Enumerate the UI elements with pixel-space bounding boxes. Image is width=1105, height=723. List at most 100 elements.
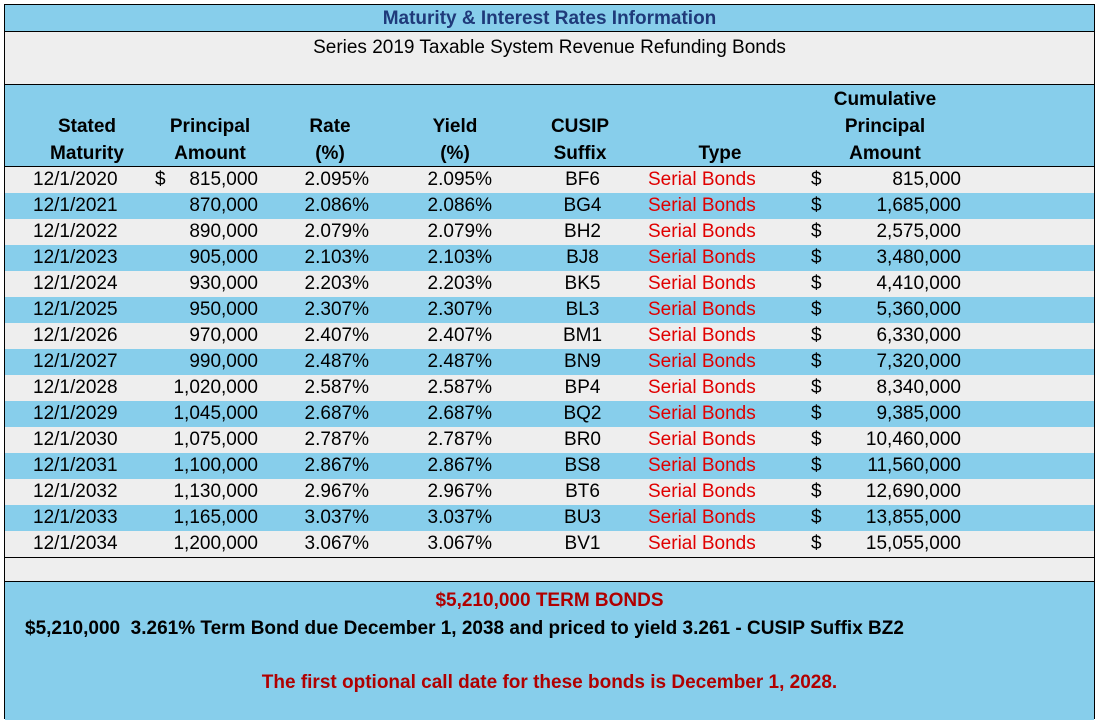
principal-cell: 815,000 <box>189 169 258 190</box>
principal-cell: 1,130,000 <box>173 481 258 502</box>
currency-symbol: $ <box>811 377 822 398</box>
header-cusip-suffix: CUSIP Suffix <box>535 113 625 167</box>
type-cell: Serial Bonds <box>648 325 756 346</box>
cusip-cell: BP4 <box>564 377 601 398</box>
cusip-cell: BT6 <box>565 481 600 502</box>
header-text: Type <box>698 143 742 164</box>
principal-cell: 1,165,000 <box>173 507 258 528</box>
table-row: $12/1/2034 1,200,000 3.067% 3.067% BV1 Serial… <box>5 531 1094 557</box>
cumulative-cell: 8,340,000 <box>876 377 961 398</box>
type-cell: Serial Bonds <box>648 481 756 502</box>
type-cell: Serial Bonds <box>648 221 756 242</box>
table-row: $12/1/2025 950,000 2.307% 2.307% BL3 Serial B… <box>5 297 1094 323</box>
header-text: Maturity <box>50 143 124 164</box>
type-cell: Serial Bonds <box>648 299 756 320</box>
yield-cell: 2.086% <box>427 195 492 216</box>
cumulative-cell: 9,385,000 <box>876 403 961 424</box>
currency-symbol: $ <box>811 481 822 502</box>
yield-cell: 3.037% <box>427 507 492 528</box>
yield-cell: 2.967% <box>427 481 492 502</box>
cusip-cell: BF6 <box>565 169 600 190</box>
yield-cell: 2.407% <box>427 325 492 346</box>
maturity-table-body: $ $12/1/2020 815,000 2.095% 2.095% BF6 Serial … <box>5 167 1094 557</box>
table-row: $12/1/2023 905,000 2.103% 2.103% BJ8 Serial B… <box>5 245 1094 271</box>
maturity-cell: 12/1/2022 <box>33 221 118 242</box>
cusip-cell: BL3 <box>565 299 600 320</box>
maturity-cell: 12/1/2029 <box>33 403 118 424</box>
maturity-cell: 12/1/2025 <box>33 299 118 320</box>
type-cell: Serial Bonds <box>648 429 756 450</box>
type-cell: Serial Bonds <box>648 403 756 424</box>
rate-cell: 2.787% <box>304 429 369 450</box>
rate-cell: 3.037% <box>304 507 369 528</box>
header-text: (%) <box>315 143 345 164</box>
header-text: Principal <box>169 116 251 137</box>
principal-cell: 1,045,000 <box>173 403 258 424</box>
currency-symbol: $ <box>811 455 822 476</box>
term-bonds-heading: $5,210,000 TERM BONDS <box>435 590 664 611</box>
rate-cell: 3.067% <box>304 533 369 554</box>
yield-cell: 3.067% <box>427 533 492 554</box>
currency-symbol: $ <box>811 221 822 242</box>
type-cell: Serial Bonds <box>648 507 756 528</box>
currency-symbol: $ <box>811 351 822 372</box>
header-text: Stated <box>57 116 117 137</box>
table-row: $ $12/1/2020 815,000 2.095% 2.095% BF6 Serial … <box>5 167 1094 193</box>
cumulative-cell: 12,690,000 <box>865 481 961 502</box>
table-row: $12/1/2029 1,045,000 2.687% 2.687% BQ2 Serial… <box>5 401 1094 427</box>
divider <box>5 84 1094 85</box>
currency-symbol: $ <box>811 325 822 346</box>
rate-cell: 2.307% <box>304 299 369 320</box>
cumulative-cell: 10,460,000 <box>865 429 961 450</box>
yield-cell: 2.587% <box>427 377 492 398</box>
type-cell: Serial Bonds <box>648 377 756 398</box>
header-rate: Rate (%) <box>290 113 370 167</box>
maturity-cell: 12/1/2033 <box>33 507 118 528</box>
cusip-cell: BQ2 <box>563 403 602 424</box>
header-text: (%) <box>440 143 470 164</box>
principal-cell: 1,100,000 <box>173 455 258 476</box>
yield-cell: 2.687% <box>427 403 492 424</box>
maturity-cell: 12/1/2032 <box>33 481 118 502</box>
header-cumulative-principal: Cumulative Principal Amount <box>805 86 965 167</box>
maturity-cell: 12/1/2023 <box>33 247 118 268</box>
cumulative-cell: 6,330,000 <box>876 325 961 346</box>
cusip-cell: BJ8 <box>566 247 599 268</box>
term-bond-details: $5,210,000 3.261% Term Bond due December… <box>25 618 904 639</box>
cumulative-cell: 15,055,000 <box>865 533 961 554</box>
term-bonds-section: $5,210,000 TERM BONDS $5,210,000 3.261% … <box>5 581 1094 720</box>
cumulative-cell: 3,480,000 <box>876 247 961 268</box>
yield-cell: 2.079% <box>427 221 492 242</box>
rate-cell: 2.867% <box>304 455 369 476</box>
header-text: Principal <box>844 116 926 137</box>
rate-cell: 2.203% <box>304 273 369 294</box>
header-text: Yield <box>432 116 478 137</box>
maturity-cell: 12/1/2031 <box>33 455 118 476</box>
cumulative-cell: 7,320,000 <box>876 351 961 372</box>
maturity-cell: 12/1/2026 <box>33 325 118 346</box>
cumulative-cell: 2,575,000 <box>876 221 961 242</box>
rate-cell: 2.079% <box>304 221 369 242</box>
table-row: $12/1/2022 890,000 2.079% 2.079% BH2 Serial B… <box>5 219 1094 245</box>
yield-cell: 2.307% <box>427 299 492 320</box>
type-cell: Serial Bonds <box>648 195 756 216</box>
cumulative-cell: 11,560,000 <box>867 455 961 476</box>
call-date-note: The first optional call date for these b… <box>261 672 838 693</box>
table-row: $12/1/2028 1,020,000 2.587% 2.587% BP4 Serial… <box>5 375 1094 401</box>
maturity-cell: 12/1/2027 <box>33 351 118 372</box>
table-row: $12/1/2027 990,000 2.487% 2.487% BN9 Serial B… <box>5 349 1094 375</box>
currency-symbol: $ <box>811 247 822 268</box>
type-cell: Serial Bonds <box>648 455 756 476</box>
currency-symbol: $ <box>811 169 822 190</box>
maturity-cell: 12/1/2034 <box>33 533 118 554</box>
currency-symbol: $ <box>811 429 822 450</box>
cusip-cell: BN9 <box>564 351 601 372</box>
cumulative-cell: 815,000 <box>892 169 961 190</box>
cusip-cell: BV1 <box>564 533 601 554</box>
maturity-cell: 12/1/2021 <box>33 195 118 216</box>
table-row: $12/1/2021 870,000 2.086% 2.086% BG4 Serial B… <box>5 193 1094 219</box>
currency-symbol: $ <box>811 299 822 320</box>
rate-cell: 2.687% <box>304 403 369 424</box>
yield-cell: 2.203% <box>427 273 492 294</box>
type-cell: Serial Bonds <box>648 169 756 190</box>
